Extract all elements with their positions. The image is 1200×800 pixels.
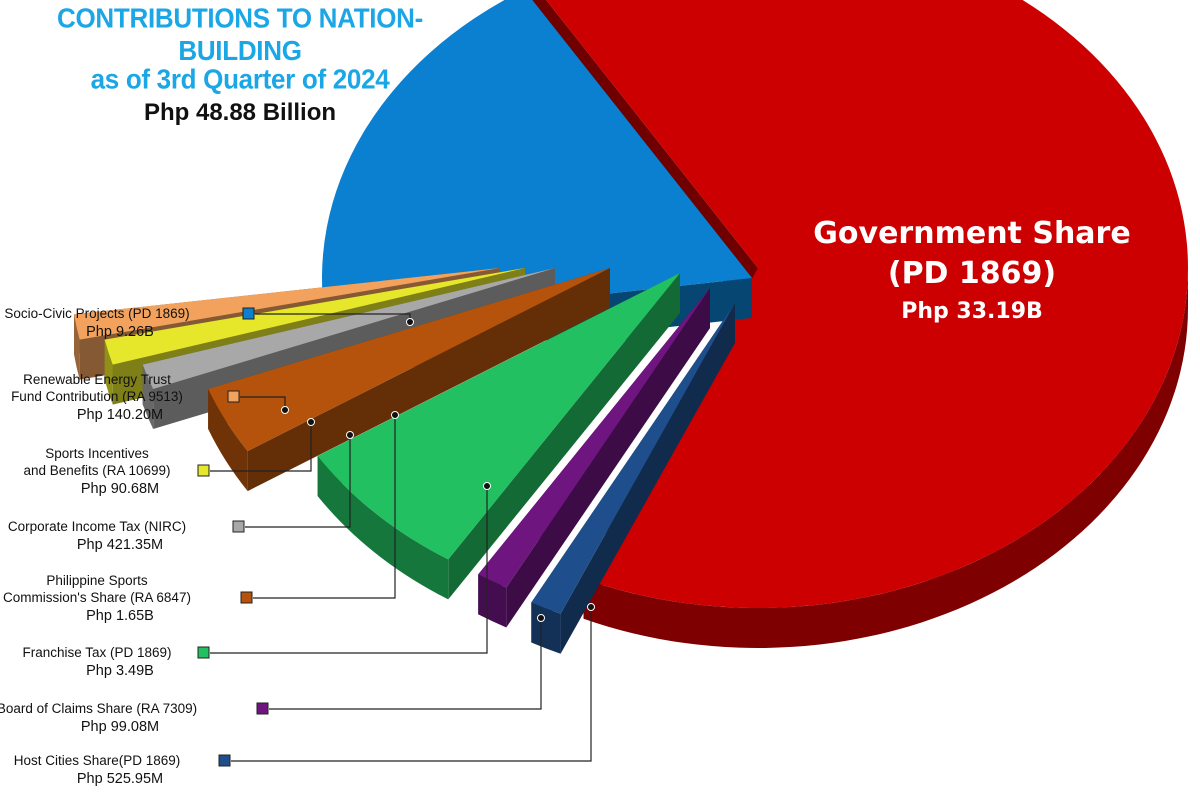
slice-franchise-tax-pd-1869 xyxy=(317,273,680,600)
government-share-label: Government Share (PD 1869) Php 33.19B xyxy=(813,216,1130,324)
legend-label: Sports Incentives xyxy=(45,446,149,461)
legend-value: Php 421.35M xyxy=(77,537,163,553)
legend-item-corporate-income-tax-nirc: Corporate Income Tax (NIRC) Php 421.35M xyxy=(8,431,354,553)
slice-top xyxy=(546,0,1188,608)
leader-dot xyxy=(346,431,354,439)
leader-line xyxy=(210,486,488,654)
legend-swatch xyxy=(218,754,231,767)
legend-item-board-of-claims-share-ra-7309: Board of Claims Share (RA 7309) Php 99.08… xyxy=(0,614,545,735)
slice-wall xyxy=(448,273,680,600)
chart-total: Php 48.88 Billion xyxy=(143,99,337,126)
leader-dot xyxy=(406,318,414,326)
chart-title: CONTRIBUTIONS TO NATION-BUILDING xyxy=(57,1,423,67)
leader-line xyxy=(231,607,592,762)
legend-value: Php 9.26B xyxy=(86,324,154,340)
leader-dot xyxy=(537,614,545,622)
legend-item-franchise-tax-pd-1869: Franchise Tax (PD 1869) Php 3.49B xyxy=(22,482,491,679)
slice-side xyxy=(74,314,80,380)
slice-host-cities-share-pd-1869 xyxy=(531,303,735,654)
legend-item-host-cities-share-pd-1869: Host Cities Share(PD 1869) Php 525.95M xyxy=(14,603,595,787)
legend-label: Socio-Civic Projects (PD 1869) xyxy=(4,306,189,321)
legend-value: Php 99.08M xyxy=(81,719,159,735)
legend-value: Php 90.68M xyxy=(81,481,159,497)
legend-label: Franchise Tax (PD 1869) xyxy=(22,645,171,660)
slice-top xyxy=(104,268,526,365)
legend-swatch xyxy=(240,591,253,604)
slice-label: (PD 1869) xyxy=(888,256,1056,291)
leader-dot xyxy=(307,418,315,426)
leader-line xyxy=(253,415,396,599)
leader-line xyxy=(210,422,312,472)
slice-top xyxy=(322,0,752,325)
slice-top xyxy=(478,288,710,588)
slice-value: Php 33.19B xyxy=(901,299,1043,324)
slice-top xyxy=(317,273,680,560)
legend-item-renewable-energy-trust-fund-contribution-ra-9513: Renewable Energy Trust Fund Contribution … xyxy=(11,372,289,423)
leader-dot xyxy=(281,406,289,414)
legend-label: and Benefits (RA 10699) xyxy=(23,463,170,478)
leader-line xyxy=(245,435,351,528)
slice-top xyxy=(142,268,555,390)
legend-item-socio-civic-projects-pd-1869: Socio-Civic Projects (PD 1869) Php 9.26B xyxy=(4,306,414,340)
slice-top xyxy=(208,268,610,452)
legend-label: Corporate Income Tax (NIRC) xyxy=(8,519,186,534)
legend-value: Php 3.49B xyxy=(86,663,154,679)
legend-swatch xyxy=(232,520,245,533)
slice-side xyxy=(478,574,507,628)
legend-label: Board of Claims Share (RA 7309) xyxy=(0,701,197,716)
legend-label: Commission's Share (RA 6847) xyxy=(3,590,191,605)
chart-title-date: as of 3rd Quarter of 2024 xyxy=(90,62,390,96)
legend-value: Php 1.65B xyxy=(86,608,154,624)
slice-top xyxy=(531,303,735,614)
slice-side xyxy=(142,364,154,430)
slice-side xyxy=(583,268,1188,648)
legend-item-philippine-sports-commission-s-share-ra-6847: Philippine Sports Commission's Share (RA … xyxy=(3,411,399,624)
slice-philippine-sports-commission-s-share-ra-6847 xyxy=(208,268,610,492)
legend-label: Philippine Sports xyxy=(46,573,148,588)
legend-label: Fund Contribution (RA 9513) xyxy=(11,389,183,404)
leader-line xyxy=(240,396,286,410)
legend-swatch xyxy=(256,702,269,715)
legend-label: Renewable Energy Trust xyxy=(23,372,171,387)
legend-value: Php 140.20M xyxy=(77,407,163,423)
chart-header: CONTRIBUTIONS TO NATION-BUILDING as of 3… xyxy=(0,0,480,128)
leader-dot xyxy=(391,411,399,419)
legend-swatch xyxy=(227,390,240,403)
legend-swatch xyxy=(197,646,210,659)
slice-wall xyxy=(142,268,555,405)
slice-top xyxy=(74,268,500,340)
legend-value: Php 525.95M xyxy=(77,771,163,787)
leader-dot xyxy=(483,482,491,490)
legend-item-sports-incentives-and-benefits-ra-10699: Sports Incentives and Benefits (RA 10699)… xyxy=(23,418,315,497)
slice-side xyxy=(104,339,113,405)
slice-board-of-claims-share-ra-7309 xyxy=(478,288,710,628)
slice-side xyxy=(208,389,248,492)
leader-dot xyxy=(587,603,595,611)
legend-swatch xyxy=(242,307,255,320)
slice-label: Government Share xyxy=(813,216,1130,251)
legend-swatch xyxy=(197,464,210,477)
leader-line xyxy=(269,618,542,710)
legend-label: Host Cities Share(PD 1869) xyxy=(14,753,181,768)
